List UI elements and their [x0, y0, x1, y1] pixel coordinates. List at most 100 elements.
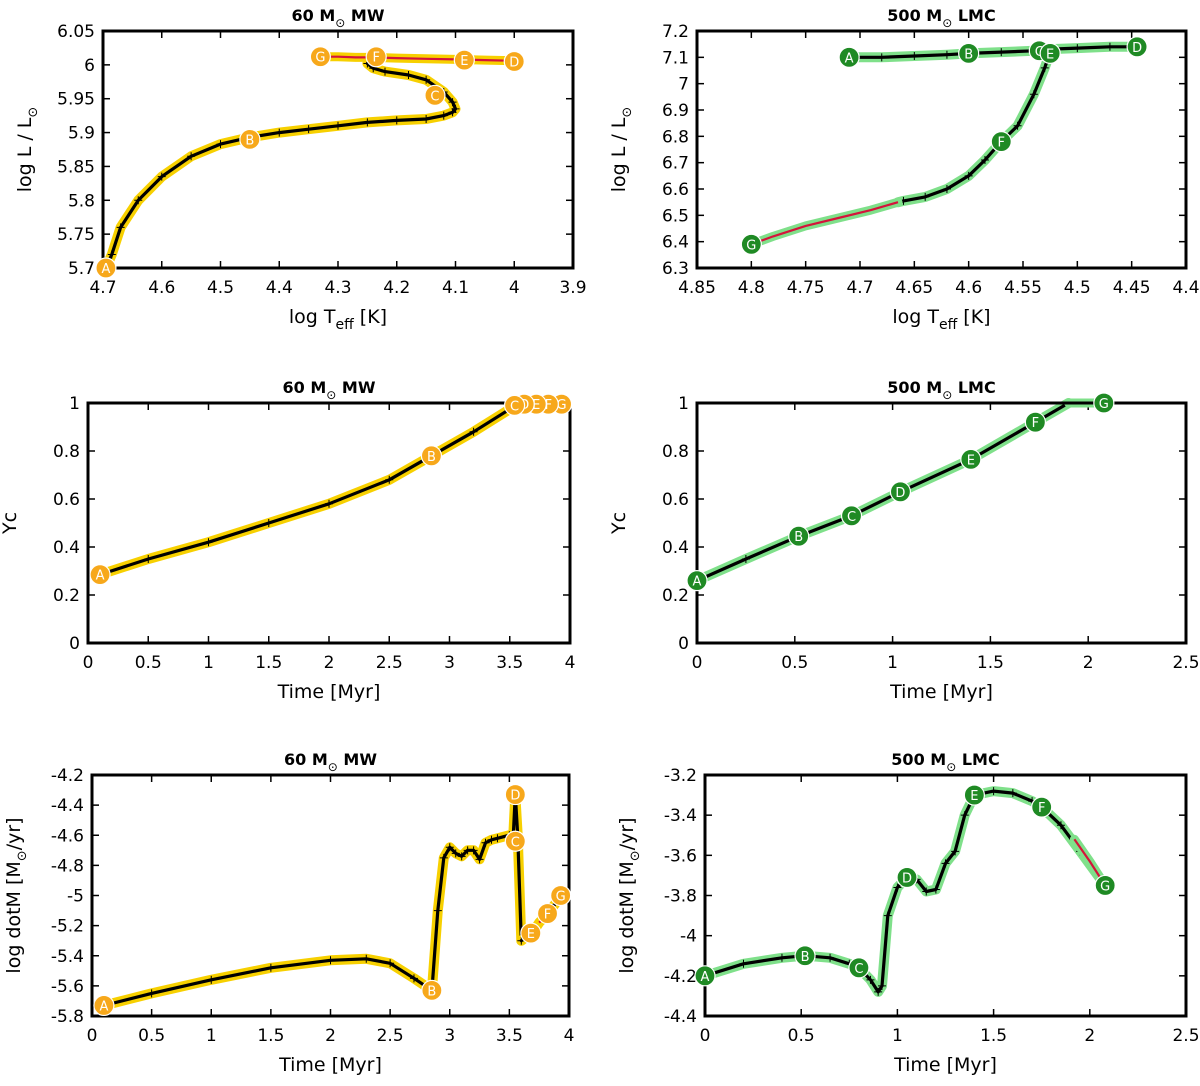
x-tick-label: 4.55: [1004, 278, 1042, 298]
x-label-sub: eff: [939, 317, 958, 333]
phase-marker-E: E: [453, 49, 475, 71]
phase-marker-dot: [686, 569, 708, 592]
phase-marker-label: F: [372, 51, 379, 66]
data-point: [445, 843, 454, 852]
phase-marker-dot: [1126, 36, 1148, 58]
x-tick-label: 4.6: [148, 278, 175, 298]
phase-marker-dot: [1024, 411, 1046, 433]
x-tick-label: 1: [206, 1026, 217, 1046]
data-point: [204, 538, 213, 547]
phase-marker-dot: [536, 902, 559, 925]
phase-marker-dot: [788, 525, 810, 547]
y-tick-label: 0.4: [662, 538, 689, 558]
y-tick-label: 1: [69, 394, 80, 414]
x-axis-label: Time [Myr]: [278, 1054, 382, 1076]
phase-marker-dot: [889, 481, 912, 503]
phase-marker-dot: [420, 445, 443, 467]
x-tick-label: 4.4: [1172, 278, 1199, 298]
phase-marker-label: B: [245, 133, 254, 148]
y-label-sun: ⊙: [620, 107, 635, 118]
title-galaxy: MW: [338, 750, 377, 769]
x-tick-label: 4.5: [207, 278, 234, 298]
data-point: [883, 911, 892, 920]
phase-marker-label: B: [427, 984, 436, 999]
x-label-tail: [K]: [354, 306, 387, 328]
chart-hrd_500_lmc: 4.85 4.8 4.75 4.7 4.65 4.6 4.55 4.5 4.45 4.4 6.3 6.…: [608, 6, 1200, 333]
y-axis-label: log L / L⊙: [14, 107, 41, 193]
y-tick-label: 1: [678, 394, 689, 414]
data-point: [1073, 44, 1082, 53]
data-point: [964, 171, 973, 180]
phase-marker-dot: [93, 994, 115, 1017]
series-group: [95, 398, 569, 580]
phase-marker-label: A: [99, 999, 108, 1014]
data-point: [951, 847, 960, 856]
y-tick-label: 6.05: [57, 22, 95, 42]
data-point: [469, 846, 478, 855]
y-tick-label: -5.8: [51, 1007, 84, 1027]
y-tick-label: 0.2: [53, 586, 80, 606]
phase-marker-dot: [1094, 874, 1116, 897]
y-tick-label: 0.8: [662, 442, 689, 462]
phase-marker-label: C: [510, 399, 519, 414]
phase-marker-label: A: [96, 569, 105, 584]
phase-marker-F: F: [536, 902, 559, 925]
phase-marker-label: D: [902, 871, 912, 886]
data-point: [422, 115, 431, 124]
y-tick-label: -4: [680, 927, 697, 947]
series-late: [750, 201, 899, 246]
phase-marker-F: F: [990, 131, 1012, 153]
phase-marker-F: F: [365, 46, 387, 68]
y-label-sun: ⊙: [15, 850, 30, 861]
y-tick-label: 6.3: [662, 259, 689, 279]
phase-marker-dot: [309, 46, 331, 68]
data-point: [362, 954, 371, 963]
x-tick-label: 0: [83, 653, 94, 673]
phase-marker-B: B: [794, 945, 816, 967]
data-point: [264, 519, 273, 527]
series-group: [103, 51, 519, 268]
series-track: [104, 55, 458, 268]
series-late: [320, 55, 515, 62]
chart-title: 500 M⊙ LMC: [887, 6, 995, 30]
y-tick-label: -5: [67, 887, 84, 907]
phase-marker-dot: [840, 505, 863, 527]
x-tick-label: 4.5: [1064, 278, 1091, 298]
series-track-band: [697, 398, 1074, 586]
data-point: [741, 555, 750, 563]
chart-title: 60 M⊙ MW: [292, 6, 385, 30]
y-tick-label: -4.4: [664, 1007, 697, 1027]
x-tick-label: 0.5: [138, 1026, 165, 1046]
title-sun: ⊙: [328, 760, 338, 774]
phase-marker-dot: [848, 957, 870, 979]
phase-marker-dot: [421, 979, 443, 1001]
x-tick-label: 4.85: [678, 278, 716, 298]
y-axis-label: log dotM [M⊙/yr]: [3, 817, 30, 973]
y-axis-label: Yc: [608, 512, 630, 535]
phase-marker-dot: [504, 830, 526, 852]
phase-marker-dot: [1031, 796, 1053, 818]
plot-frame: [703, 773, 1188, 1018]
data-point: [874, 987, 883, 996]
title-galaxy: LMC: [952, 378, 995, 397]
phase-marker-label: B: [801, 950, 810, 965]
phase-marker-A: A: [95, 257, 117, 279]
y-axis-label: Yc: [0, 512, 21, 535]
data-point: [481, 838, 490, 847]
title-unit: M: [926, 6, 942, 25]
data-point: [826, 953, 835, 962]
y-tick-label: -3.2: [664, 766, 697, 786]
data-point: [893, 883, 902, 892]
data-point: [334, 121, 342, 130]
y-tick-label: -3.6: [664, 846, 697, 866]
series-track-band: [98, 789, 527, 1011]
phase-marker-dot: [1093, 392, 1115, 414]
x-tick-label: 1.5: [255, 653, 282, 673]
y-tick-label: -5.6: [51, 977, 84, 997]
data-point: [433, 906, 442, 915]
x-axis-label: Time [Myr]: [893, 1054, 997, 1076]
series-blueward: [896, 50, 1052, 204]
phase-marker-label: F: [544, 908, 551, 923]
x-tick-label: 4.7: [846, 278, 873, 298]
y-tick-label: 6.5: [662, 206, 689, 226]
